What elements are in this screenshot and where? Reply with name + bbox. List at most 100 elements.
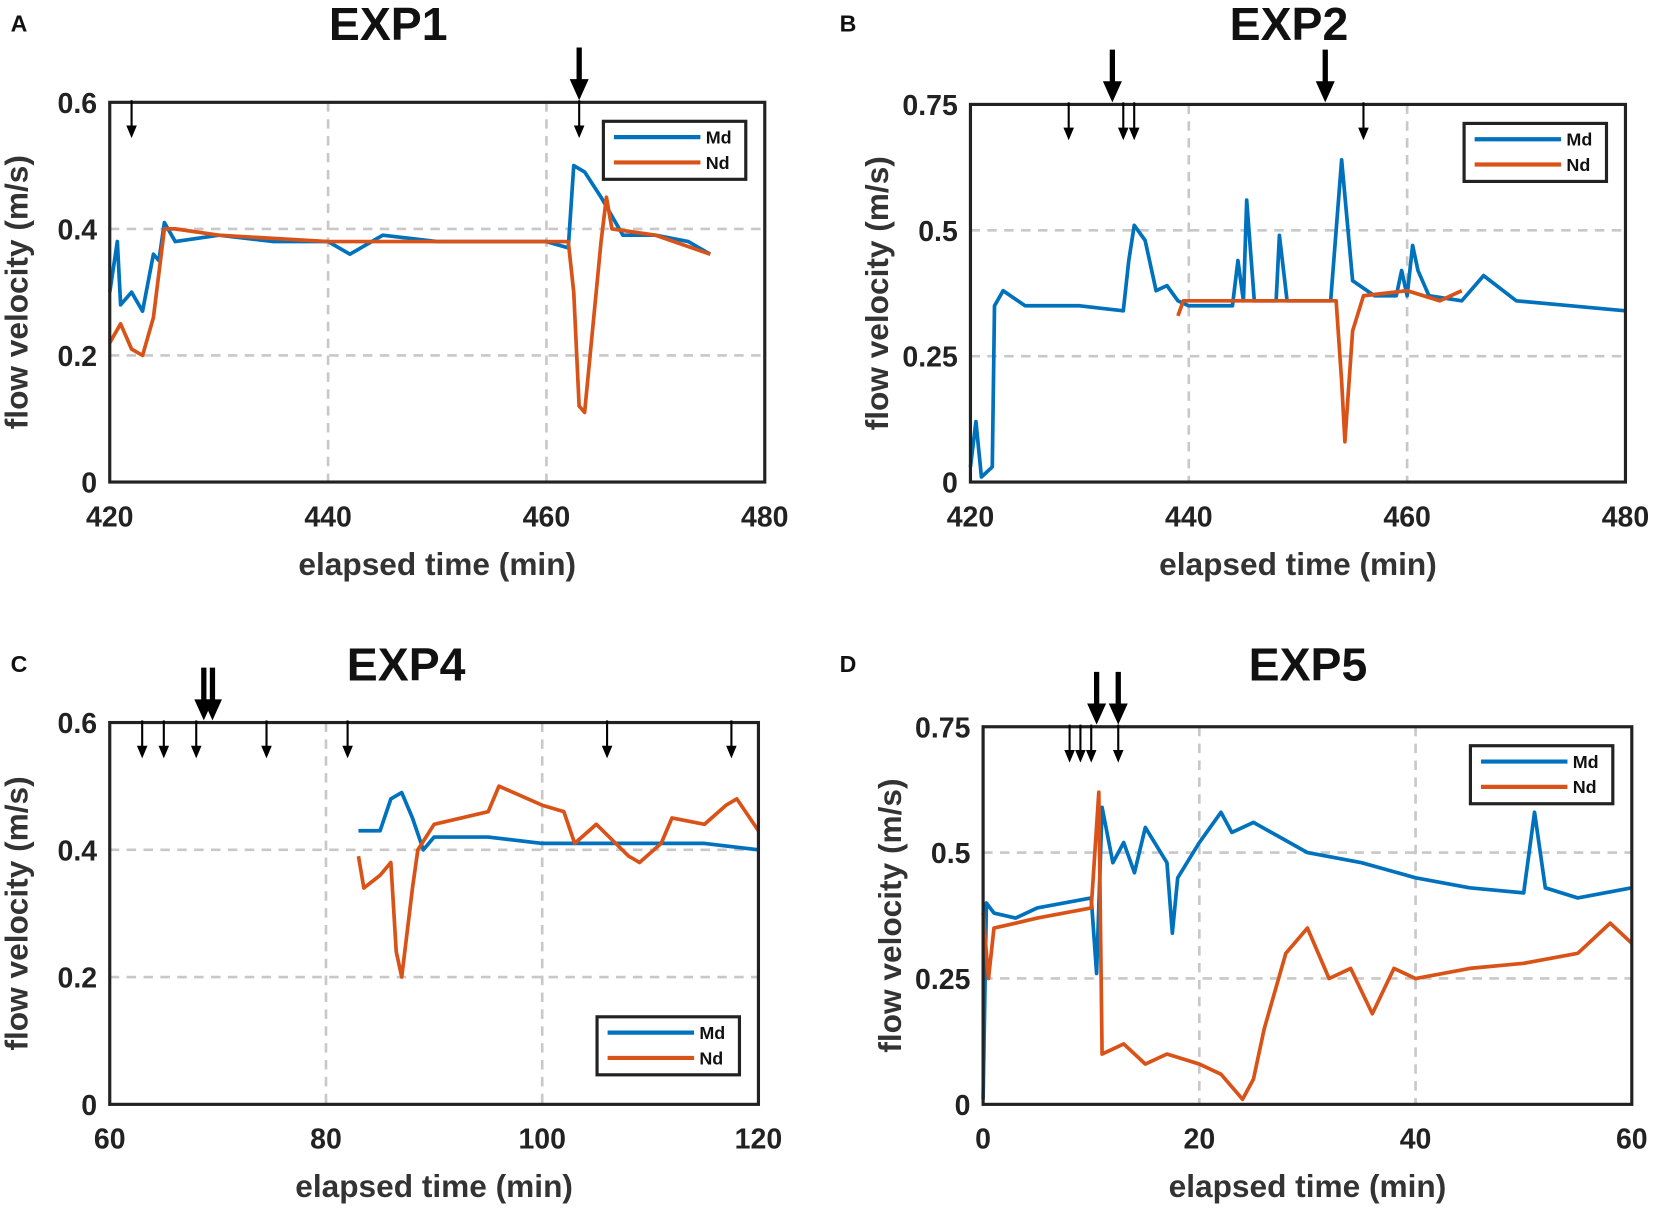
x-tick-label: 480 xyxy=(741,501,789,533)
arrow-head-icon xyxy=(1108,703,1128,725)
y-tick-label: 0 xyxy=(81,468,97,500)
y-tick-label: 0.75 xyxy=(915,712,971,744)
arrow-head-icon xyxy=(190,745,202,759)
panel-a: 420 440 460 480 0 0.2 0.4 0.6 Md Nd elapsed time (… xyxy=(0,0,789,582)
panel-c: 60 80 100 120 0 0.2 0.4 0.6 Md Nd elapsed time (mi… xyxy=(0,638,782,1204)
arrow-head-icon xyxy=(158,745,170,759)
x-tick-label: 460 xyxy=(1383,501,1431,533)
panel-label: A xyxy=(11,11,28,37)
legend-box xyxy=(595,1015,742,1077)
y-tick-label: 0.25 xyxy=(902,342,958,374)
y-tick-label: 0.5 xyxy=(931,838,971,870)
series-line-nd xyxy=(108,195,711,415)
arrow-head-icon xyxy=(202,699,222,721)
y-tick-label: 0.6 xyxy=(58,88,98,120)
series-line-md xyxy=(358,790,759,852)
arrow-head-icon xyxy=(1358,127,1369,141)
arrow-head-icon xyxy=(1102,81,1122,103)
x-tick-label: 480 xyxy=(1602,501,1650,533)
legend-box xyxy=(601,119,748,181)
y-axis-label: flow velocity (m/s) xyxy=(0,776,34,1050)
arrow-head-icon xyxy=(1064,749,1075,763)
legend: Md Nd xyxy=(1468,744,1615,806)
x-tick-label: 100 xyxy=(518,1124,566,1156)
x-axis-label: elapsed time (min) xyxy=(298,546,576,582)
arrow-head-icon xyxy=(1315,81,1335,103)
legend-label: Nd xyxy=(1573,777,1597,797)
y-tick-label: 0 xyxy=(955,1090,971,1122)
legend-box xyxy=(1468,744,1615,806)
x-tick-label: 20 xyxy=(1184,1124,1216,1156)
y-tick-label: 0 xyxy=(81,1090,97,1122)
arrow-head-icon xyxy=(1112,749,1124,763)
x-tick-label: 40 xyxy=(1400,1124,1432,1156)
y-tick-label: 0.25 xyxy=(915,964,971,996)
chart-title: EXP1 xyxy=(329,0,448,50)
legend: Md Nd xyxy=(595,1015,742,1077)
arrow-head-icon xyxy=(573,125,585,139)
legend: Md Nd xyxy=(601,119,748,181)
arrow-head-icon xyxy=(1063,127,1074,141)
legend-label: Md xyxy=(1573,752,1599,772)
x-tick-label: 460 xyxy=(523,501,571,533)
legend-box xyxy=(1462,121,1609,184)
legend-label: Nd xyxy=(706,153,730,173)
arrow-head-icon xyxy=(136,745,148,759)
arrow-head-icon xyxy=(1075,749,1086,763)
y-tick-label: 0.2 xyxy=(58,341,98,373)
panel-label: D xyxy=(840,651,857,677)
x-tick-label: 80 xyxy=(310,1124,342,1156)
chart-title: EXP2 xyxy=(1230,0,1349,50)
arrow-head-icon xyxy=(726,745,737,759)
series-line-nd xyxy=(356,784,760,979)
y-axis-label: flow velocity (m/s) xyxy=(859,156,895,430)
plot-frame xyxy=(108,100,767,484)
chart-title: EXP4 xyxy=(347,638,466,690)
y-tick-label: 0.4 xyxy=(58,214,98,246)
x-tick-label: 420 xyxy=(947,501,995,533)
arrow-head-icon xyxy=(1118,127,1129,141)
arrow-head-icon xyxy=(126,125,137,139)
y-tick-label: 0.75 xyxy=(902,90,958,122)
arrow-head-icon xyxy=(1085,749,1097,763)
legend-label: Md xyxy=(1566,130,1592,150)
arrow-head-icon xyxy=(569,79,589,101)
x-axis-label: elapsed time (min) xyxy=(1159,546,1437,582)
y-tick-label: 0.4 xyxy=(58,835,98,867)
chart-title: EXP5 xyxy=(1249,638,1368,690)
series-line-md xyxy=(968,157,1626,479)
y-tick-label: 0.5 xyxy=(918,216,958,248)
arrow-head-icon xyxy=(1128,127,1140,141)
x-tick-label: 120 xyxy=(735,1124,783,1156)
x-axis-label: elapsed time (min) xyxy=(295,1168,573,1204)
x-tick-label: 60 xyxy=(94,1124,126,1156)
x-tick-label: 440 xyxy=(1165,501,1213,533)
panel-label: C xyxy=(11,651,28,677)
x-tick-label: 60 xyxy=(1616,1124,1648,1156)
y-tick-label: 0.2 xyxy=(58,963,98,995)
plot-frame xyxy=(108,720,761,1106)
y-tick-label: 0.6 xyxy=(58,708,98,740)
legend: Md Nd xyxy=(1462,121,1609,184)
series-line-md xyxy=(981,805,1633,1100)
y-axis-label: flow velocity (m/s) xyxy=(0,155,34,429)
panel-d: 0 20 40 60 0 0.25 0.5 0.75 Md Nd elapsed time (min… xyxy=(840,638,1648,1204)
panel-b: 420 440 460 480 0 0.25 0.5 0.75 Md Nd elapsed time… xyxy=(840,0,1650,582)
legend-label: Nd xyxy=(699,1048,723,1068)
series-line-nd xyxy=(981,790,1634,1102)
y-tick-label: 0 xyxy=(942,468,958,500)
arrow-head-icon xyxy=(342,745,353,759)
plot-frame xyxy=(981,725,1634,1106)
series-line-nd xyxy=(1176,288,1463,444)
arrow-head-icon xyxy=(601,745,613,759)
arrow-head-icon xyxy=(261,745,272,759)
legend-label: Md xyxy=(699,1023,725,1043)
legend-label: Md xyxy=(706,127,732,147)
legend-label: Nd xyxy=(1566,155,1590,175)
x-tick-label: 440 xyxy=(304,501,352,533)
y-axis-label: flow velocity (m/s) xyxy=(872,778,908,1052)
x-tick-label: 420 xyxy=(86,501,134,533)
arrow-head-icon xyxy=(1087,703,1107,725)
series-line-md xyxy=(107,163,712,314)
